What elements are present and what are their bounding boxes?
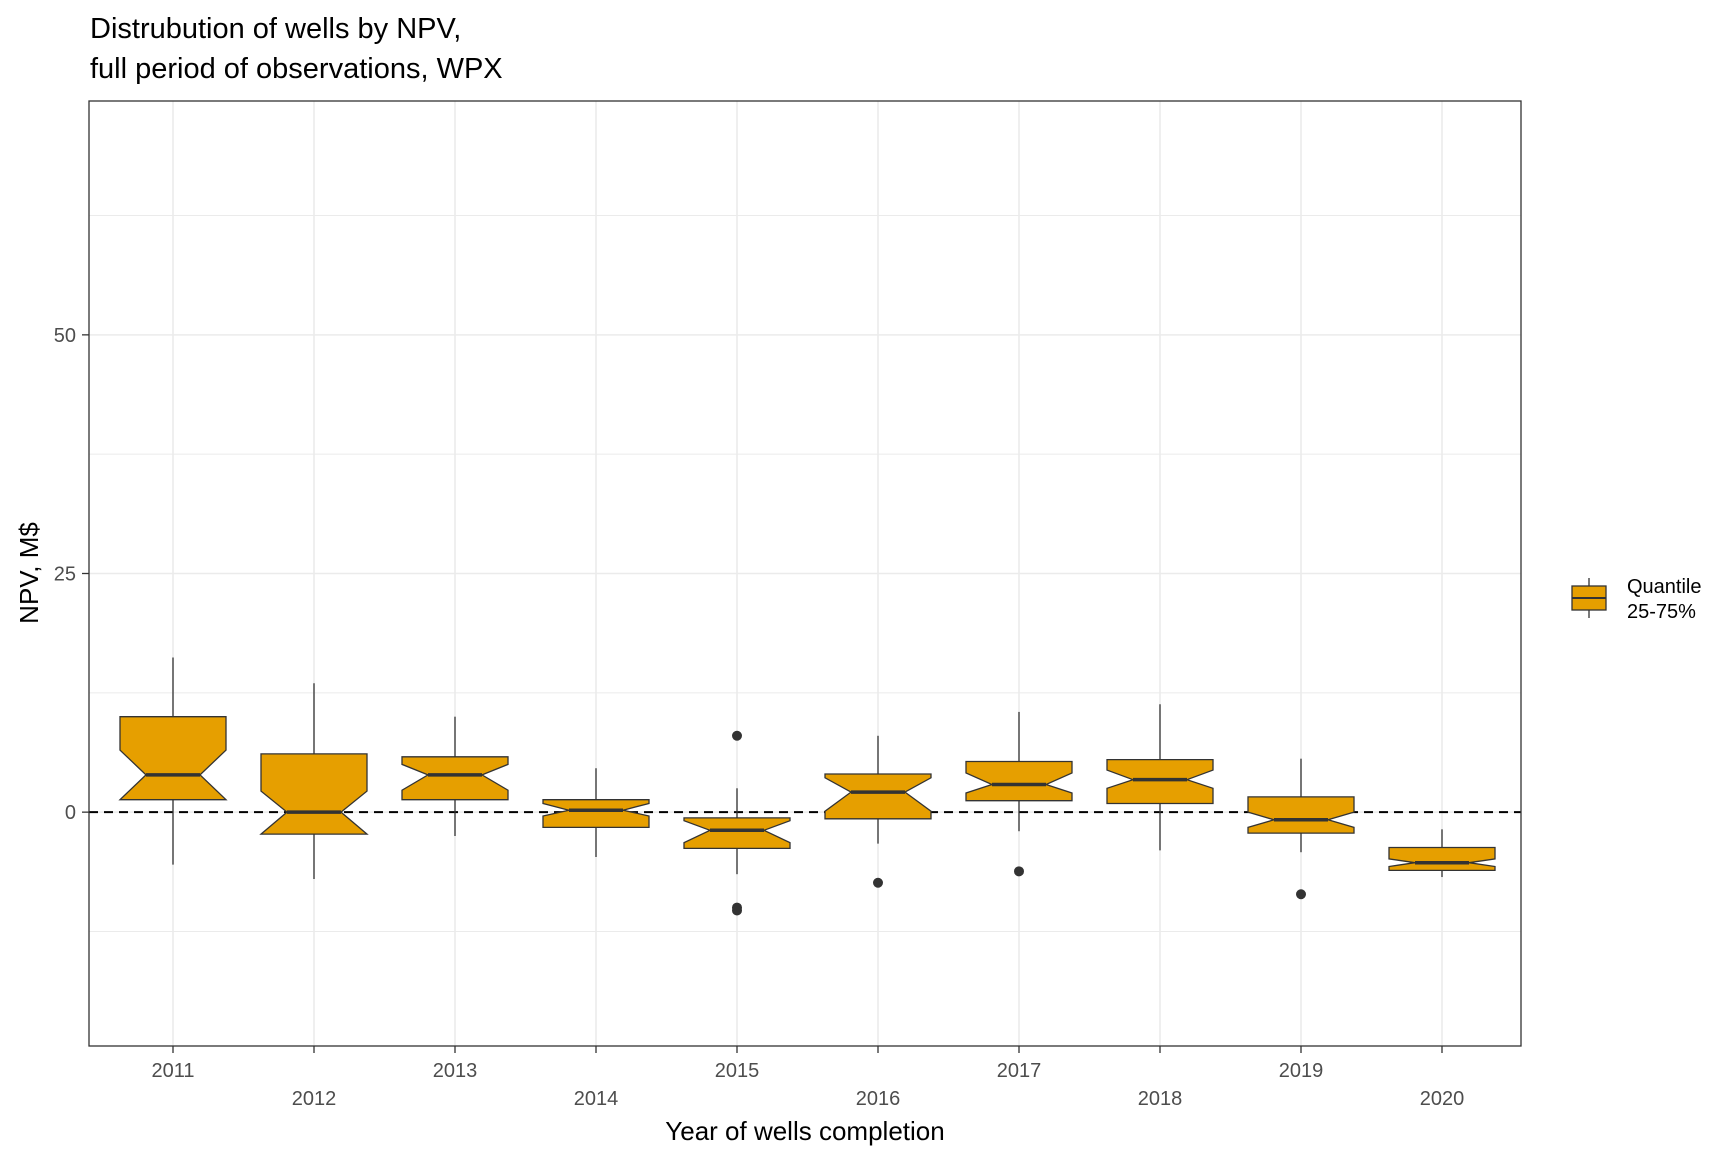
y-tick-label-1: 25 [54,564,76,586]
notched-box-2017 [965,760,1073,802]
box-2018 [1106,704,1214,851]
outlier-2019-0 [1296,889,1306,900]
x-tick-label-2020: 2020 [1420,1088,1465,1110]
x-tick-label-2016: 2016 [856,1088,901,1110]
notched-box-2020 [1388,846,1496,872]
grid-layer [89,101,1521,1046]
box-2013 [401,716,509,836]
x-tick-label-2015: 2015 [715,1060,760,1082]
box-2016 [824,735,932,888]
outlier-2015-2 [732,905,742,916]
legend: Quantile 25-75% [1571,576,1702,623]
notched-box-2018 [1106,758,1214,805]
box-2014 [542,768,650,857]
y-tick-label-2: 50 [54,325,76,347]
notched-box-2016 [824,773,932,820]
notched-box-2013 [401,756,509,801]
outlier-2015-0 [732,730,742,741]
notched-box-2019 [1247,796,1355,834]
x-tick-label-2012: 2012 [292,1088,337,1110]
x-axis-title: Year of wells completion [665,1116,944,1146]
y-axis-title: NPV, M$ [14,522,44,624]
outlier-2017-0 [1014,866,1024,877]
chart-title-line-2: full period of observations, WPX [90,53,503,85]
x-tick-label-2014: 2014 [574,1088,619,1110]
x-tick-label-2011: 2011 [151,1060,194,1082]
x-tick-label-2018: 2018 [1138,1088,1183,1110]
notched-box-2011 [118,716,228,801]
box-2011 [118,657,228,865]
notched-box-2015 [683,817,791,850]
chart-title-line-1: Distrubution of wells by NPV, [90,13,461,45]
x-tick-label-2019: 2019 [1279,1060,1324,1082]
outlier-2016-0 [873,877,883,888]
axis-layer: 0 25 50 2011 2012 2013 2014 2015 2016 2017 2018 201… [54,325,1465,1110]
y-tick-label-0: 0 [65,802,76,824]
legend-label-line-2: 25-75% [1627,601,1696,623]
box-2015 [683,730,791,916]
box-2012 [259,683,369,879]
box-2020 [1388,829,1496,878]
x-tick-label-2017: 2017 [997,1060,1042,1082]
box-2017 [965,711,1073,877]
boxes-layer [118,657,1496,916]
x-tick-label-2013: 2013 [433,1060,478,1082]
legend-label-line-1: Quantile [1627,576,1702,598]
notched-box-2012 [259,753,369,835]
notched-box-2014 [542,799,650,829]
box-2019 [1247,758,1355,900]
